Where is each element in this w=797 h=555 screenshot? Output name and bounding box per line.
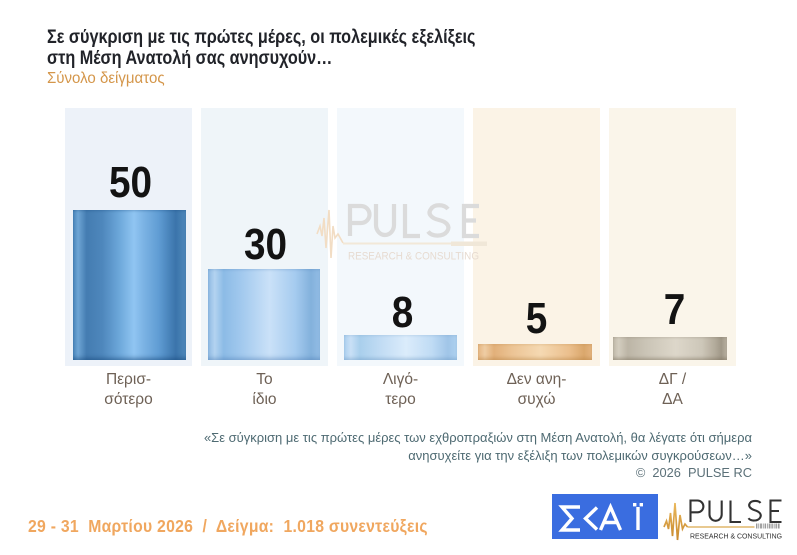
svg-text:RESEARCH & CONSULTING: RESEARCH & CONSULTING [348, 251, 479, 263]
svg-text:RESEARCH & CONSULTING: RESEARCH & CONSULTING [690, 532, 782, 541]
